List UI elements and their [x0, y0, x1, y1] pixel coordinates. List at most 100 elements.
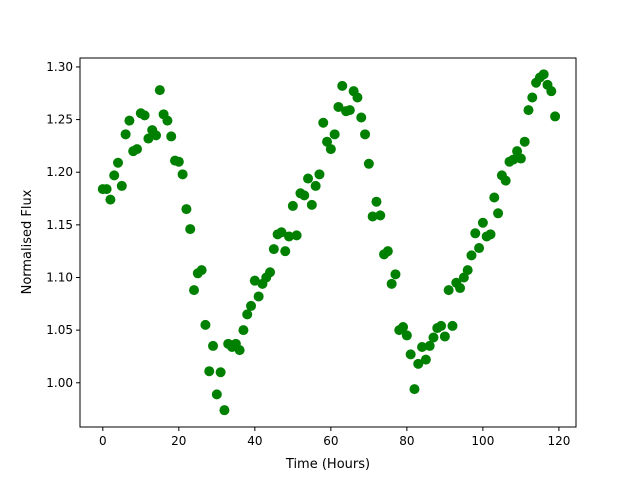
data-point — [116, 180, 127, 191]
data-point — [329, 129, 340, 140]
data-point — [189, 285, 200, 296]
data-point — [447, 320, 458, 331]
data-point — [352, 92, 363, 103]
data-point — [428, 332, 439, 343]
data-point — [386, 278, 397, 289]
x-axis: 0 20 40 60 80 100 120 — [99, 427, 570, 448]
data-point — [303, 173, 314, 184]
data-point — [337, 80, 348, 91]
y-tick-label: 1.30 — [46, 60, 73, 74]
data-point — [356, 112, 367, 123]
data-point — [527, 92, 538, 103]
data-point — [101, 184, 112, 195]
data-point — [113, 157, 124, 168]
data-points — [97, 69, 561, 416]
y-tick-label: 1.05 — [46, 323, 73, 337]
data-point — [550, 111, 561, 122]
data-point — [143, 133, 154, 144]
data-point — [371, 196, 382, 207]
data-point — [470, 228, 481, 239]
data-point — [291, 230, 302, 241]
data-point — [458, 272, 469, 283]
data-point — [413, 358, 424, 369]
data-point — [325, 144, 336, 155]
data-point — [477, 217, 488, 228]
data-point — [268, 244, 279, 255]
data-point — [284, 231, 295, 242]
data-point — [246, 300, 257, 311]
data-point — [436, 320, 447, 331]
data-point — [280, 246, 291, 257]
data-point — [493, 208, 504, 219]
x-tick-label: 80 — [399, 434, 414, 448]
data-point — [375, 210, 386, 221]
data-point — [238, 325, 249, 336]
y-axis-label: Normalised Flux — [20, 189, 35, 294]
x-tick-label: 100 — [471, 434, 494, 448]
data-point — [109, 170, 120, 181]
data-point — [196, 265, 207, 276]
data-point — [424, 340, 435, 351]
data-point — [299, 190, 310, 201]
data-point — [249, 275, 260, 286]
plot-frame — [79, 57, 577, 428]
data-point — [139, 110, 150, 121]
data-point — [322, 136, 333, 147]
data-point — [181, 204, 192, 215]
x-tick-label: 60 — [323, 434, 338, 448]
data-point — [512, 146, 523, 157]
data-point — [211, 389, 222, 400]
y-axis: 1.00 1.05 1.10 1.15 1.20 1.25 1.30 — [46, 60, 80, 390]
data-point — [154, 85, 165, 96]
data-point — [177, 169, 188, 180]
x-tick-label: 40 — [247, 434, 262, 448]
data-point — [417, 341, 428, 352]
data-point — [208, 340, 219, 351]
data-point — [287, 200, 298, 211]
data-point — [462, 265, 473, 276]
data-point — [276, 227, 287, 238]
data-point — [538, 69, 549, 80]
data-point — [546, 86, 557, 97]
data-point — [185, 224, 196, 235]
data-point — [382, 246, 393, 257]
data-point — [310, 180, 321, 191]
y-tick-label: 1.15 — [46, 218, 73, 232]
x-tick-label: 0 — [99, 434, 107, 448]
data-point — [485, 229, 496, 240]
data-point — [443, 285, 454, 296]
x-axis-label: Time (Hours) — [285, 457, 370, 472]
x-tick-label: 20 — [171, 434, 186, 448]
y-tick-label: 1.25 — [46, 113, 73, 127]
data-point — [390, 269, 401, 280]
data-point — [489, 192, 500, 203]
y-tick-label: 1.10 — [46, 271, 73, 285]
data-point — [173, 156, 184, 167]
data-point — [120, 129, 131, 140]
data-point — [314, 169, 325, 180]
data-point — [474, 243, 485, 254]
data-point — [344, 105, 355, 116]
data-point — [215, 367, 226, 378]
data-point — [234, 345, 245, 356]
y-tick-label: 1.00 — [46, 376, 73, 390]
data-point — [500, 175, 511, 186]
data-point — [166, 131, 177, 142]
data-point — [360, 129, 371, 140]
data-point — [401, 330, 412, 341]
x-tick-label: 120 — [547, 434, 570, 448]
data-point — [508, 154, 519, 165]
data-point — [306, 199, 317, 210]
data-point — [151, 130, 162, 141]
data-point — [455, 283, 466, 294]
data-point — [367, 211, 378, 222]
data-point — [242, 309, 253, 320]
data-point — [318, 117, 329, 128]
data-point — [162, 115, 173, 126]
data-point — [265, 267, 276, 278]
data-point — [105, 194, 116, 205]
data-point — [519, 136, 530, 147]
data-point — [405, 349, 416, 360]
data-point — [466, 250, 477, 261]
